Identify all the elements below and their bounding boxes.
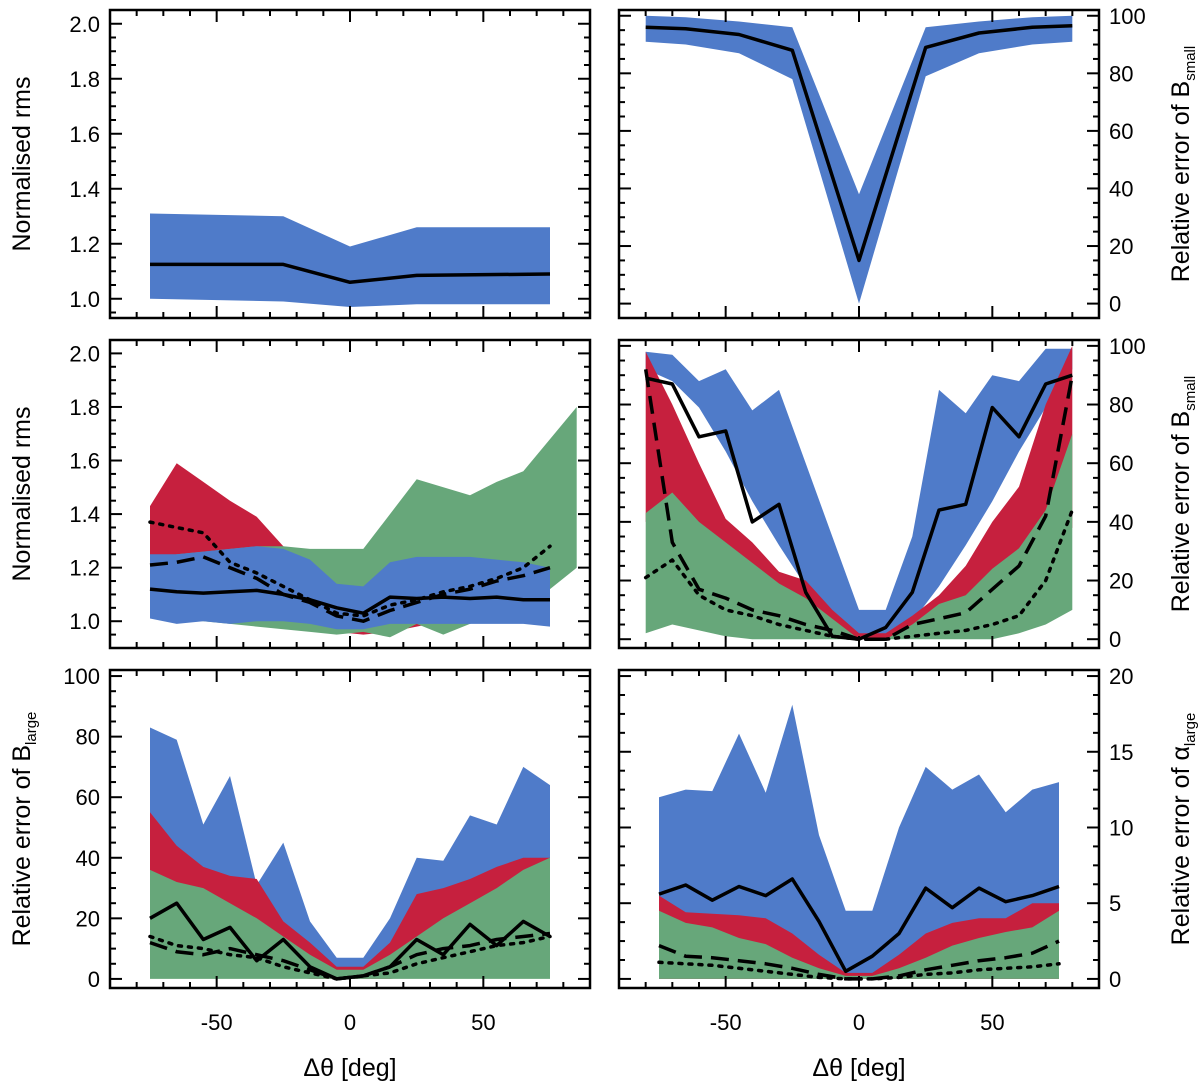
plot-area xyxy=(645,15,1073,304)
y-tick-label: 10 xyxy=(1109,815,1133,840)
y-tick-label: 100 xyxy=(63,664,100,689)
y-tick-label: 40 xyxy=(1109,510,1133,535)
y-axis-label-main: Relative error of B xyxy=(1167,81,1195,282)
y-tick-label: 100 xyxy=(1109,4,1146,29)
y-tick-label: 2.0 xyxy=(69,341,100,366)
x-axis-label: Δθ [deg] xyxy=(812,1054,905,1082)
series-line-solid xyxy=(150,262,551,285)
y-tick-label: 1.4 xyxy=(69,177,100,202)
x-tick-label: -50 xyxy=(710,1010,742,1035)
band-blue xyxy=(659,704,1059,975)
y-axis-label: Relative error of Bsmall xyxy=(1167,376,1199,612)
y-axis-label-subscript: large xyxy=(1182,713,1199,746)
y-tick-label: 60 xyxy=(1109,119,1133,144)
x-tick-label: 50 xyxy=(471,1010,495,1035)
series-line-solid xyxy=(149,587,550,615)
series-line-dashed xyxy=(643,369,1075,641)
y-tick-label: 100 xyxy=(1109,334,1146,359)
y-tick-label: 0 xyxy=(88,967,100,992)
series-line-solid xyxy=(645,24,1073,263)
series-line-dashed xyxy=(149,555,551,623)
y-tick-label: 1.6 xyxy=(69,122,100,147)
y-tick-label: 5 xyxy=(1109,891,1121,916)
y-tick-label: 1.2 xyxy=(69,556,100,581)
band-blue xyxy=(645,15,1073,304)
y-axis-label-main: Relative error of B xyxy=(8,745,36,946)
y-tick-label: 20 xyxy=(76,906,100,931)
y-tick-label: 0 xyxy=(1109,967,1121,992)
x-axis-label: Δθ [deg] xyxy=(303,1054,396,1082)
y-tick-label: 20 xyxy=(1109,234,1133,259)
y-axis-label-subscript: large xyxy=(23,712,40,745)
band-blue xyxy=(150,213,550,307)
y-tick-label: 80 xyxy=(76,725,100,750)
y-tick-label: 1.4 xyxy=(69,502,100,527)
plot-area xyxy=(148,727,552,981)
band-blue xyxy=(150,546,550,630)
y-tick-label: 1.8 xyxy=(69,67,100,92)
series-line-dotted xyxy=(148,520,552,618)
y-tick-label: 20 xyxy=(1109,664,1133,689)
y-axis-label-main: Relative error of α xyxy=(1167,746,1195,945)
y-axis-label-subscript: small xyxy=(1182,376,1199,411)
plot-area xyxy=(657,704,1061,981)
series-line-dotted xyxy=(148,934,552,981)
y-tick-label: 20 xyxy=(1109,569,1133,594)
y-tick-label: 1.8 xyxy=(69,395,100,420)
band-green xyxy=(659,910,1059,979)
y-tick-label: 1.0 xyxy=(69,609,100,634)
y-tick-label: 0 xyxy=(1109,292,1121,317)
y-tick-label: 1.6 xyxy=(69,449,100,474)
panel-bottom-left: 0 20 40 60 80 100 -50 0 50 Δθ [deg] Relative error… xyxy=(8,664,592,1082)
y-tick-label: 40 xyxy=(76,846,100,871)
y-tick-label: 1.0 xyxy=(69,287,100,312)
y-axis-label-main: Relative error of B xyxy=(1167,411,1195,612)
y-axis-label: Relative error of Blarge xyxy=(8,712,40,947)
y-axis-label: Normalised rms xyxy=(8,406,36,581)
x-tick-label: 50 xyxy=(980,1010,1004,1035)
panel-mid-left: 1.0 1.2 1.4 1.6 1.8 2.0 Normalised rms xyxy=(8,338,592,650)
x-tick-label: -50 xyxy=(201,1010,233,1035)
plot-area xyxy=(150,213,551,307)
plot-area xyxy=(643,345,1075,641)
panel-mid-right: 0 20 40 60 80 100 Relative error of Bsmall xyxy=(617,334,1199,652)
y-axis-label: Relative error of αlarge xyxy=(1167,713,1199,946)
series-line-solid xyxy=(658,877,1060,974)
y-axis-label: Relative error of Bsmall xyxy=(1167,46,1199,282)
band-green xyxy=(645,433,1073,640)
x-tick-label: 0 xyxy=(344,1010,356,1035)
y-tick-label: 0 xyxy=(1109,627,1121,652)
y-tick-label: 40 xyxy=(1109,176,1133,201)
y-tick-label: 2.0 xyxy=(69,12,100,37)
y-tick-label: 15 xyxy=(1109,740,1133,765)
y-tick-label: 80 xyxy=(1109,61,1133,86)
y-tick-label: 80 xyxy=(1109,393,1133,418)
y-tick-label: 60 xyxy=(1109,451,1133,476)
y-axis-label-subscript: small xyxy=(1182,46,1199,81)
band-blue xyxy=(645,348,1073,640)
panel-top-left: 1.0 1.2 1.4 1.6 1.8 2.0 Normalised rms xyxy=(8,8,592,320)
y-tick-label: 60 xyxy=(76,785,100,810)
x-tick-label: 0 xyxy=(853,1010,865,1035)
plot-area xyxy=(148,407,577,638)
panel-bottom-right: 0 5 10 15 20 -50 0 50 Δθ [deg] Relative error of … xyxy=(617,664,1199,1082)
y-axis-label: Normalised rms xyxy=(8,76,36,251)
y-tick-label: 1.2 xyxy=(69,232,100,257)
panel-top-right: 0 20 40 60 80 100 Relative error of Bsmall xyxy=(617,4,1199,320)
